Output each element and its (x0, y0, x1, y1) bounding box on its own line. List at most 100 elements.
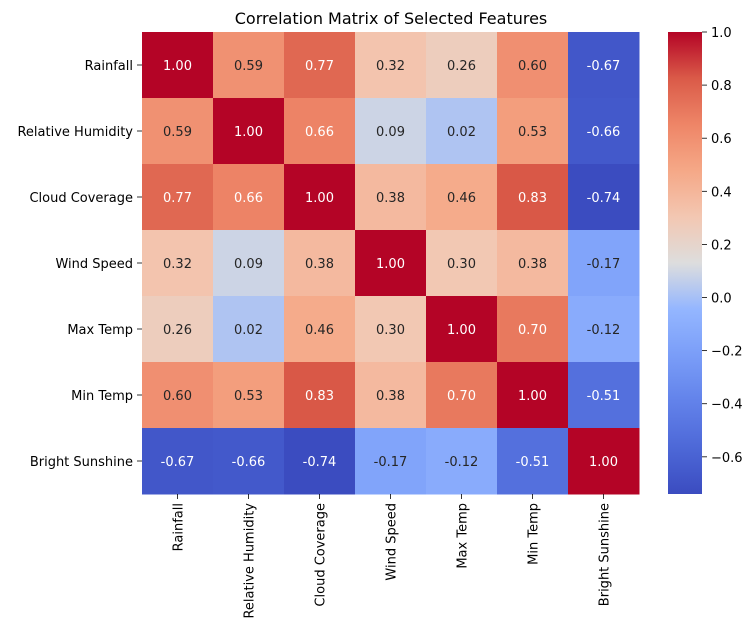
heatmap-cell-wind-speed-wind-speed (355, 230, 427, 297)
cell-value-label: 0.26 (163, 323, 192, 338)
row-tick-label: Max Temp (67, 323, 133, 338)
heatmap-cell-max-temp-rainfall (142, 296, 214, 363)
heatmap-cell-cloud-coverage-bright-sunshine (568, 164, 640, 231)
heatmap-cell-relative-humidity-cloud-coverage (284, 98, 356, 165)
cell-value-label: 0.83 (518, 191, 547, 206)
cell-value-label: 0.83 (305, 389, 334, 404)
heatmap-cell-bright-sunshine-wind-speed (355, 428, 427, 495)
heatmap-cell-rainfall-cloud-coverage (284, 32, 356, 99)
heatmap-cell-wind-speed-relative-humidity (213, 230, 285, 297)
heatmap-cell-rainfall-bright-sunshine (568, 32, 640, 99)
cell-value-label: -0.12 (587, 323, 621, 338)
cell-value-label: 1.00 (376, 257, 405, 272)
cell-value-label: -0.51 (516, 455, 550, 470)
cell-value-label: -0.66 (232, 455, 266, 470)
colorbar-tick-label: 0.8 (711, 79, 732, 94)
cell-value-label: 0.02 (447, 125, 476, 140)
cell-value-label: 0.59 (163, 125, 192, 140)
cell-value-label: 0.09 (376, 125, 405, 140)
cell-value-label: 1.00 (518, 389, 547, 404)
heatmap-cell-cloud-coverage-relative-humidity (213, 164, 285, 231)
heatmap-cell-relative-humidity-bright-sunshine (568, 98, 640, 165)
cell-value-label: 0.32 (163, 257, 192, 272)
cell-value-label: 0.53 (518, 125, 547, 140)
colorbar-tick-label: −0.4 (711, 398, 743, 413)
heatmap-cell-min-temp-min-temp (497, 362, 569, 429)
column-tick-label: Rainfall (172, 503, 187, 551)
cell-value-label: 0.53 (234, 389, 263, 404)
colorbar-tick-label: 0.6 (711, 132, 732, 147)
cell-value-label: 0.70 (447, 389, 476, 404)
heatmap-cell-wind-speed-cloud-coverage (284, 230, 356, 297)
heatmap-cell-cloud-coverage-cloud-coverage (284, 164, 356, 231)
heatmap-cell-rainfall-max-temp (426, 32, 498, 99)
heatmap-cells: 1.00 0.59 0.77 0.32 0.26 0.60 -0.67 0.59 1.00 0.6… (142, 32, 640, 495)
colorbar-tick-label: 0.0 (711, 292, 732, 307)
heatmap-cell-max-temp-cloud-coverage (284, 296, 356, 363)
cell-value-label: 0.77 (163, 191, 192, 206)
cell-value-label: 0.38 (376, 389, 405, 404)
heatmap-cell-min-temp-rainfall (142, 362, 214, 429)
cell-value-label: 1.00 (234, 125, 263, 140)
heatmap-cell-min-temp-relative-humidity (213, 362, 285, 429)
heatmap-cell-bright-sunshine-max-temp (426, 428, 498, 495)
heatmap-cell-wind-speed-bright-sunshine (568, 230, 640, 297)
cell-value-label: 0.66 (234, 191, 263, 206)
cell-value-label: 0.77 (305, 59, 334, 74)
heatmap-cell-cloud-coverage-rainfall (142, 164, 214, 231)
cell-value-label: 0.30 (447, 257, 476, 272)
heatmap-cell-min-temp-max-temp (426, 362, 498, 429)
heatmap-cell-min-temp-bright-sunshine (568, 362, 640, 429)
column-tick-label: Relative Humidity (243, 503, 258, 619)
cell-value-label: 0.66 (305, 125, 334, 140)
heatmap-cell-rainfall-relative-humidity (213, 32, 285, 99)
heatmap-cell-max-temp-max-temp (426, 296, 498, 363)
heatmap-cell-wind-speed-rainfall (142, 230, 214, 297)
cell-value-label: -0.74 (587, 191, 621, 206)
cell-value-label: 0.26 (447, 59, 476, 74)
row-tick-labels: Rainfall Relative Humidity Cloud Coverage W… (17, 59, 142, 470)
cell-value-label: 1.00 (589, 455, 618, 470)
colorbar-tick-label: −0.6 (711, 451, 743, 466)
cell-value-label: 0.59 (234, 59, 263, 74)
cell-value-label: -0.67 (587, 59, 621, 74)
column-tick-label: Max Temp (456, 503, 471, 569)
cell-value-label: 0.60 (518, 59, 547, 74)
cell-value-label: 1.00 (447, 323, 476, 338)
heatmap-cell-wind-speed-min-temp (497, 230, 569, 297)
row-tick-label: Min Temp (71, 389, 133, 404)
heatmap-cell-min-temp-cloud-coverage (284, 362, 356, 429)
cell-value-label: -0.74 (303, 455, 337, 470)
heatmap-cell-rainfall-min-temp (497, 32, 569, 99)
colorbar-tick-label: 0.4 (711, 185, 732, 200)
cell-value-label: 0.38 (518, 257, 547, 272)
heatmap-cell-max-temp-min-temp (497, 296, 569, 363)
heatmap-cell-relative-humidity-max-temp (426, 98, 498, 165)
heatmap-cell-bright-sunshine-rainfall (142, 428, 214, 495)
colorbar: 1.0 0.8 0.6 0.4 0.2 0.0 −0.2 −0.4 −0.6 (668, 26, 743, 494)
heatmap-cell-cloud-coverage-min-temp (497, 164, 569, 231)
column-tick-label: Wind Speed (385, 503, 400, 581)
heatmap-cell-max-temp-wind-speed (355, 296, 427, 363)
cell-value-label: -0.17 (374, 455, 408, 470)
heatmap-cell-relative-humidity-min-temp (497, 98, 569, 165)
heatmap-cell-bright-sunshine-relative-humidity (213, 428, 285, 495)
cell-value-label: 1.00 (305, 191, 334, 206)
colorbar-tick-label: −0.2 (711, 345, 743, 360)
row-tick-label: Relative Humidity (17, 125, 133, 140)
column-tick-labels: Rainfall Relative Humidity Cloud Coverage W… (172, 494, 613, 619)
heatmap-cell-wind-speed-max-temp (426, 230, 498, 297)
heatmap-cell-relative-humidity-rainfall (142, 98, 214, 165)
heatmap-cell-cloud-coverage-wind-speed (355, 164, 427, 231)
column-tick-label: Min Temp (527, 503, 542, 565)
cell-value-label: 0.09 (234, 257, 263, 272)
heatmap-cell-relative-humidity-wind-speed (355, 98, 427, 165)
heatmap-cell-cloud-coverage-max-temp (426, 164, 498, 231)
heatmap-cell-max-temp-relative-humidity (213, 296, 285, 363)
column-tick-label: Cloud Coverage (314, 503, 329, 607)
cell-value-label: -0.51 (587, 389, 621, 404)
cell-value-label: 0.70 (518, 323, 547, 338)
cell-value-label: 0.02 (234, 323, 263, 338)
